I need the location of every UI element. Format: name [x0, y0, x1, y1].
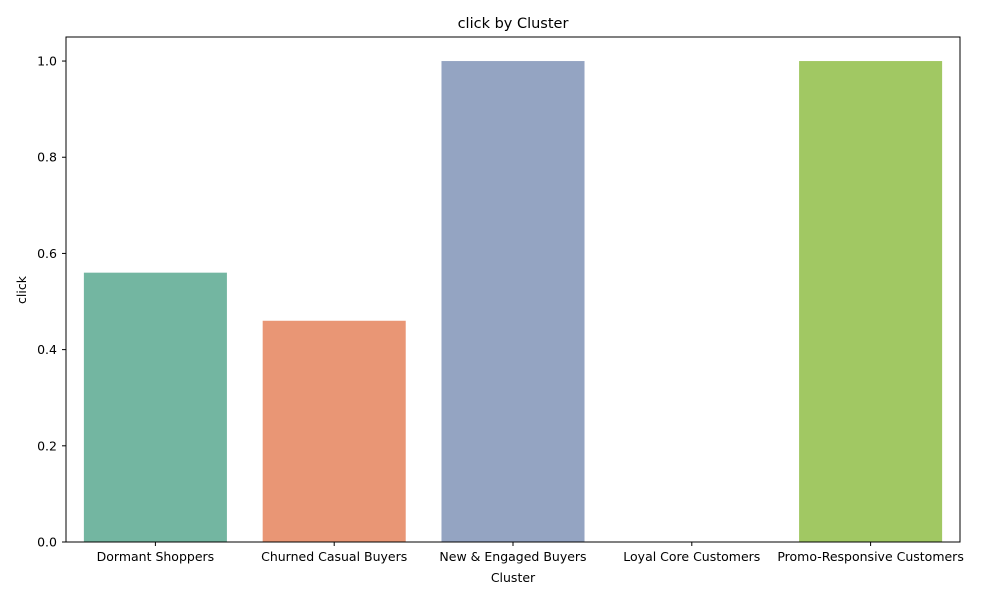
y-tick-label: 0.0: [37, 535, 57, 550]
y-tick-label: 0.8: [37, 150, 57, 165]
y-tick-label: 1.0: [37, 54, 57, 69]
bar-0: [83, 272, 227, 542]
y-tick-label: 0.6: [37, 246, 57, 261]
chart-title: click by Cluster: [458, 16, 569, 32]
plot-frame: [65, 36, 961, 543]
bars-group: [83, 61, 943, 543]
bar-4: [799, 61, 943, 543]
x-tick-label: Churned Casual Buyers: [261, 549, 407, 564]
bar-2: [441, 61, 585, 543]
y-axis-label: click: [14, 275, 29, 304]
y-axis: 0.0 0.2 0.4 0.6 0.8 1.0: [37, 54, 66, 550]
x-tick-label: Dormant Shoppers: [97, 549, 215, 564]
x-tick-label: Loyal Core Customers: [623, 549, 760, 564]
x-axis: Dormant Shoppers Churned Casual Buyers New…: [97, 542, 964, 564]
y-tick-label: 0.4: [37, 342, 57, 357]
bar-1: [262, 320, 406, 542]
x-tick-label: Promo-Responsive Customers: [777, 549, 964, 564]
x-tick-label: New & Engaged Buyers: [439, 549, 586, 564]
x-axis-label: Cluster: [491, 570, 536, 585]
y-tick-label: 0.2: [37, 438, 57, 453]
